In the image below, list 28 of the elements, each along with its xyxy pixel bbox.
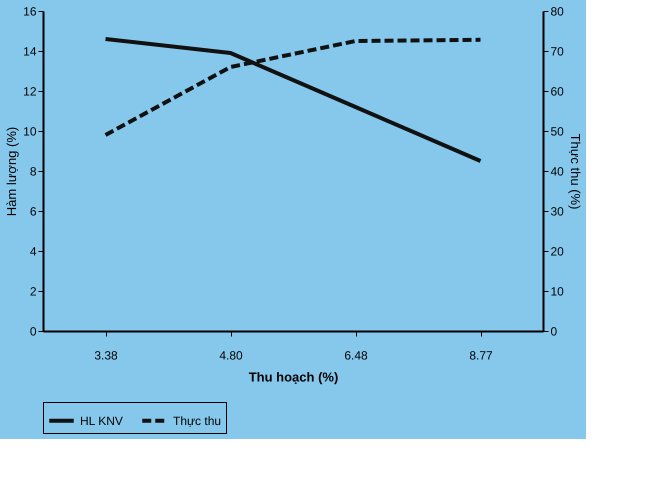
y2-tick-label: 40	[550, 164, 564, 178]
y2-tick-label: 20	[550, 244, 564, 258]
legend-label: Thực thu	[173, 414, 222, 428]
y2-tick-label: 70	[550, 44, 564, 58]
y-tick-label: 6	[30, 204, 37, 218]
x-tick-label: 6.48	[344, 348, 368, 362]
y2-tick-label: 80	[550, 4, 564, 18]
y-tick-label: 2	[30, 284, 37, 298]
y2-tick-label: 0	[550, 324, 558, 338]
x-axis-title: Thu hoạch (%)	[248, 370, 338, 384]
x-tick-label: 8.77	[469, 348, 493, 362]
y2-tick-label: 50	[550, 124, 564, 138]
x-tick-label: 4.80	[219, 348, 243, 362]
y2-axis-title: Thực thu (%)	[568, 134, 583, 210]
y-tick-label: 14	[23, 44, 37, 58]
y-tick-label: 4	[30, 244, 37, 258]
y-tick-label: 16	[23, 4, 37, 18]
y2-tick-label: 10	[550, 284, 564, 298]
line-series	[104, 37, 482, 163]
y-tick-label: 10	[23, 124, 37, 138]
y-tick-label: 0	[30, 324, 37, 338]
legend-label: HL KNV	[80, 414, 123, 428]
y-tick-label: 8	[30, 164, 37, 178]
x-tick-label: 3.38	[94, 348, 118, 362]
y2-tick-label: 30	[550, 204, 564, 218]
y-tick-label: 12	[23, 84, 37, 98]
y-axis-title: Hàm lượng (%)	[4, 126, 20, 216]
y2-tick-label: 60	[550, 84, 564, 98]
